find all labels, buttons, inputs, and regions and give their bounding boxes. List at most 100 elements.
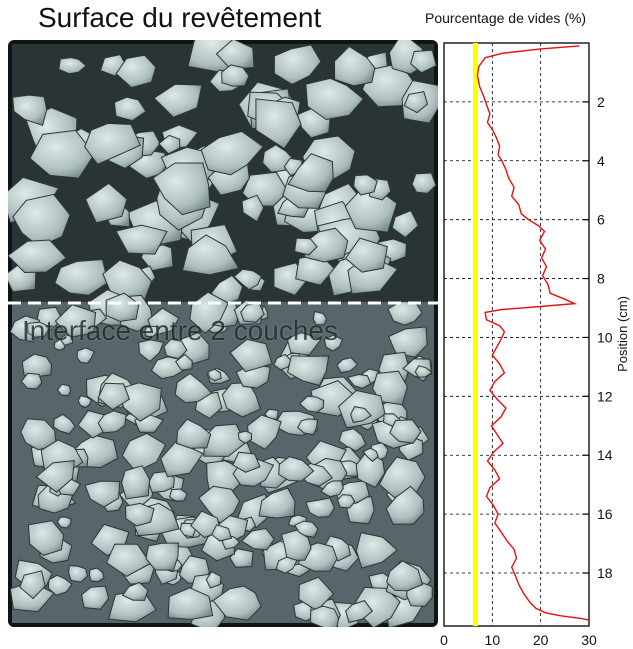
aggregate-stone <box>77 395 92 408</box>
aggregate-stone <box>138 339 165 363</box>
aggregate-stone <box>210 274 244 305</box>
aggregate-stone <box>124 502 155 527</box>
aggregate-stone <box>113 96 147 122</box>
aggregate-stone <box>54 258 109 296</box>
aggregate-stone <box>221 64 250 87</box>
aggregate-stone <box>115 224 168 255</box>
aggregate-stone <box>387 326 428 358</box>
aggregate-stone <box>27 520 65 556</box>
aggregate-stone <box>68 564 89 583</box>
aggregate-stone <box>205 571 222 589</box>
interface-label: Interface entre 2 couches <box>22 315 338 346</box>
aggregate-stone <box>355 532 399 569</box>
aggregate-stone <box>115 382 162 422</box>
aggregate-stone <box>181 234 240 276</box>
y-tick-label: 10 <box>597 329 613 345</box>
aggregate-stone <box>229 338 273 373</box>
aggregate-stone <box>255 98 302 150</box>
x-tick-label: 20 <box>533 632 549 648</box>
aggregate-stone <box>275 556 298 574</box>
aggregate-stone <box>294 520 319 538</box>
aggregate-stone <box>323 334 344 352</box>
aggregates <box>8 40 438 627</box>
y-tick-label: 18 <box>597 565 613 581</box>
aggregate-stone <box>27 321 51 338</box>
aggregate-stone <box>362 447 379 462</box>
aggregate-stone <box>299 395 325 414</box>
aggregate-stone <box>59 334 74 346</box>
aggregate-stone <box>84 122 141 165</box>
aggregate-stone <box>56 516 72 529</box>
pavement-ct-scan <box>8 40 438 627</box>
aggregate-stone <box>212 585 262 621</box>
aggregate-stone <box>88 567 105 583</box>
aggregate-stone <box>19 570 46 600</box>
aggregate-stone <box>346 373 372 389</box>
aggregate-stone <box>121 465 151 500</box>
aggregate-stone <box>345 600 374 624</box>
aggregate-stone <box>305 497 335 518</box>
aggregate-stone <box>12 193 71 248</box>
x-tick-label: 10 <box>485 632 501 648</box>
aggregate-stone <box>233 268 263 291</box>
aggregate-stone <box>97 382 131 411</box>
aggregate-stone <box>84 182 128 224</box>
chart-title: Pourcentage de vides (%) <box>425 10 587 26</box>
y-tick-label: 16 <box>597 506 613 522</box>
aggregate-stone <box>20 418 57 451</box>
aggregate-stone <box>56 383 72 397</box>
aggregate-stone <box>389 419 422 444</box>
aggregate-stone <box>115 54 157 89</box>
aggregate-stone <box>121 581 149 601</box>
aggregate-stone <box>174 372 213 404</box>
aggregate-stone <box>8 239 67 274</box>
aggregate-stone <box>305 77 365 121</box>
y-tick-label: 8 <box>597 271 605 287</box>
aggregate-stone <box>350 406 372 424</box>
aggregate-stone <box>53 413 76 435</box>
aggregate-stone <box>97 410 127 434</box>
aggregate-stone <box>84 480 121 508</box>
aggregate-stone <box>403 91 429 114</box>
aggregate-stone <box>310 605 340 627</box>
aggregate-stone <box>153 83 203 118</box>
aggregate-stone <box>320 480 344 498</box>
aggregate-stone <box>211 524 233 542</box>
aggregate-stone <box>273 44 322 85</box>
aggregate-stone <box>163 338 188 360</box>
plot-frame <box>443 42 590 627</box>
aggregate-stone <box>145 542 180 571</box>
aggregate-stone <box>175 353 193 371</box>
void-profile-series <box>476 45 590 621</box>
aggregate-stone <box>391 209 419 239</box>
aggregate-stone <box>278 456 315 482</box>
aggregate-stone <box>20 372 43 390</box>
y-tick-label: 4 <box>597 153 605 169</box>
aggregate-stone <box>152 162 211 216</box>
y-tick-label: 12 <box>597 388 613 404</box>
aggregate-stone <box>175 418 212 449</box>
aggregate-stone <box>387 300 423 326</box>
axis-ticks: 0 10 20 30 2 4 6 8 10 12 14 16 18 <box>440 94 613 648</box>
x-tick-label: 30 <box>581 632 597 648</box>
aggregate-stone <box>167 587 214 620</box>
aggregate-stone <box>258 487 296 519</box>
aggregate-stone <box>169 488 188 502</box>
aggregate-stone <box>76 347 95 365</box>
aggregate-stone <box>336 357 359 374</box>
aggregate-stone <box>160 440 204 478</box>
aggregate-stone <box>81 585 110 610</box>
aggregate-stone <box>105 292 140 322</box>
aggregate-stone <box>298 576 335 612</box>
aggregate-stone <box>144 325 162 337</box>
aggregate-stone <box>221 382 262 418</box>
aggregate-stone <box>353 174 378 196</box>
aggregate-stone <box>287 355 330 387</box>
aggregate-stone <box>336 494 356 509</box>
aggregate-stone <box>200 130 264 176</box>
aggregate-stone <box>232 451 261 473</box>
aggregate-stone <box>58 57 87 75</box>
aggregate-stone <box>338 428 367 452</box>
aggregate-stone <box>102 259 153 302</box>
aggregate-stone <box>385 485 425 525</box>
